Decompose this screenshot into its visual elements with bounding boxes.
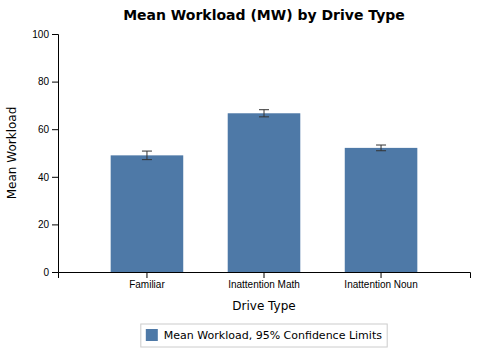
- legend-frame: [141, 324, 387, 347]
- axis-domain: [52, 35, 59, 273]
- y-axis: 0 20 40 60 80 100: [32, 29, 58, 278]
- tick-label: Inattention Noun: [344, 279, 417, 290]
- error-bar: [142, 151, 152, 160]
- marks: [111, 110, 418, 272]
- y-tick: 20: [38, 219, 58, 230]
- x-tick: Inattention Math: [228, 272, 300, 290]
- plot: 0 20 40 60 80 100 Familiar Inattention Math Inat…: [32, 29, 470, 290]
- tick-mark: [52, 82, 58, 83]
- tick-mark: [264, 272, 265, 278]
- tick-mark: [146, 272, 147, 278]
- legend: Mean Workload, 95% Confidence Limits: [141, 324, 387, 347]
- x-tick: Inattention Noun: [344, 272, 417, 290]
- x-axis: Familiar Inattention Math Inattention Noun: [59, 272, 471, 290]
- bar: [111, 155, 184, 272]
- title: Mean Workload (MW) by Drive Type: [123, 7, 405, 23]
- x-tick: Familiar: [129, 272, 165, 290]
- y-axis-title: Mean Workload: [5, 107, 19, 200]
- y-tick: 40: [38, 172, 58, 183]
- error-bar: [259, 110, 269, 117]
- chart: 0 20 40 60 80 100 Familiar Inattention Math Inat…: [0, 0, 488, 360]
- tick-label: 0: [43, 267, 49, 278]
- tick-label: 100: [32, 29, 49, 40]
- tick-label: 60: [38, 124, 50, 135]
- x-axis-title: Drive Type: [232, 299, 295, 313]
- tick-label: 20: [38, 219, 50, 230]
- tick-mark: [52, 34, 58, 35]
- y-tick: 0: [43, 267, 58, 278]
- y-tick: 60: [38, 124, 58, 135]
- tick-mark: [52, 272, 58, 273]
- legend-item: Mean Workload, 95% Confidence Limits: [146, 329, 382, 342]
- y-tick: 100: [32, 29, 58, 40]
- tick-label: 80: [38, 76, 50, 87]
- legend-label: Mean Workload, 95% Confidence Limits: [164, 329, 382, 342]
- tick-mark: [52, 129, 58, 130]
- bar: [345, 148, 418, 272]
- tick-label: 40: [38, 172, 50, 183]
- tick-mark: [52, 224, 58, 225]
- legend-swatch: [146, 329, 158, 341]
- tick-mark: [52, 177, 58, 178]
- axis-domain: [59, 273, 471, 279]
- error-bar: [376, 145, 386, 151]
- y-tick: 80: [38, 76, 58, 87]
- tick-mark: [381, 272, 382, 278]
- tick-label: Inattention Math: [228, 279, 300, 290]
- tick-label: Familiar: [129, 279, 165, 290]
- bar: [228, 113, 301, 272]
